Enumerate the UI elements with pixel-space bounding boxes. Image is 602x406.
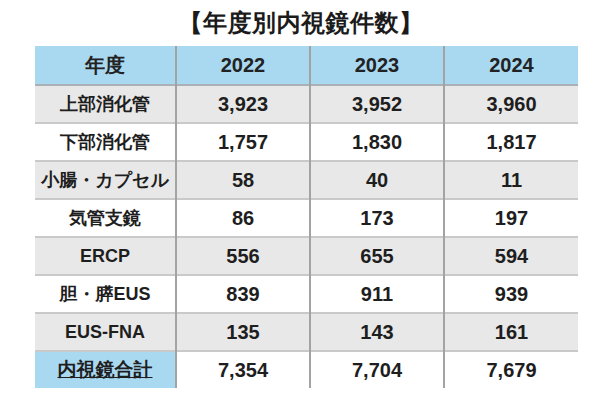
table-row-ercp: ERCP 556 655 594: [35, 237, 578, 275]
row-label: 上部消化管: [35, 85, 176, 123]
table-cell: 197: [444, 199, 578, 237]
table-cell: 3,960: [444, 85, 578, 123]
table-cell: 655: [310, 237, 444, 275]
table-cell: 594: [444, 237, 578, 275]
total-row-label: 内視鏡合計: [35, 351, 176, 388]
row-label: EUS-FNA: [35, 313, 176, 351]
table-row-bronchoscopy: 気管支鏡 86 173 197: [35, 199, 578, 237]
header-cell-2024: 2024: [444, 46, 578, 85]
row-label: ERCP: [35, 237, 176, 275]
row-label: 小腸・カプセル: [35, 161, 176, 199]
table-cell: 1,817: [444, 123, 578, 161]
table-cell: 143: [310, 313, 444, 351]
row-label: 下部消化管: [35, 123, 176, 161]
table-cell: 1,757: [176, 123, 310, 161]
table-cell: 173: [310, 199, 444, 237]
table-cell: 86: [176, 199, 310, 237]
table-row-endoscopy-total: 内視鏡合計 7,354 7,704 7,679: [35, 351, 578, 388]
table-cell: 58: [176, 161, 310, 199]
page-title: 【年度別内視鏡件数】: [0, 7, 602, 39]
table-row-eus-fna: EUS-FNA 135 143 161: [35, 313, 578, 351]
row-label: 胆・膵EUS: [35, 275, 176, 313]
table-cell: 1,830: [310, 123, 444, 161]
row-label: 気管支鏡: [35, 199, 176, 237]
table-cell: 11: [444, 161, 578, 199]
header-cell-category: 年度: [35, 46, 176, 85]
table-cell: 556: [176, 237, 310, 275]
table-cell: 3,952: [310, 85, 444, 123]
page: 【年度別内視鏡件数】 年度 2022 2023 2024 上部消化管 3,923…: [0, 0, 602, 406]
table-cell: 7,354: [176, 351, 310, 388]
table-cell: 40: [310, 161, 444, 199]
table-cell: 839: [176, 275, 310, 313]
table-row-biliary-pancreatic-eus: 胆・膵EUS 839 911 939: [35, 275, 578, 313]
table-row-upper-gi: 上部消化管 3,923 3,952 3,960: [35, 85, 578, 123]
table-cell: 939: [444, 275, 578, 313]
table-cell: 3,923: [176, 85, 310, 123]
header-cell-2023: 2023: [310, 46, 444, 85]
table-header-row: 年度 2022 2023 2024: [35, 46, 578, 85]
table-cell: 135: [176, 313, 310, 351]
endoscopy-count-table: 年度 2022 2023 2024 上部消化管 3,923 3,952 3,96…: [35, 46, 578, 388]
table-cell: 911: [310, 275, 444, 313]
table-cell: 7,679: [444, 351, 578, 388]
header-cell-2022: 2022: [176, 46, 310, 85]
table-cell: 161: [444, 313, 578, 351]
table-row-small-bowel-capsule: 小腸・カプセル 58 40 11: [35, 161, 578, 199]
table-row-lower-gi: 下部消化管 1,757 1,830 1,817: [35, 123, 578, 161]
table-cell: 7,704: [310, 351, 444, 388]
